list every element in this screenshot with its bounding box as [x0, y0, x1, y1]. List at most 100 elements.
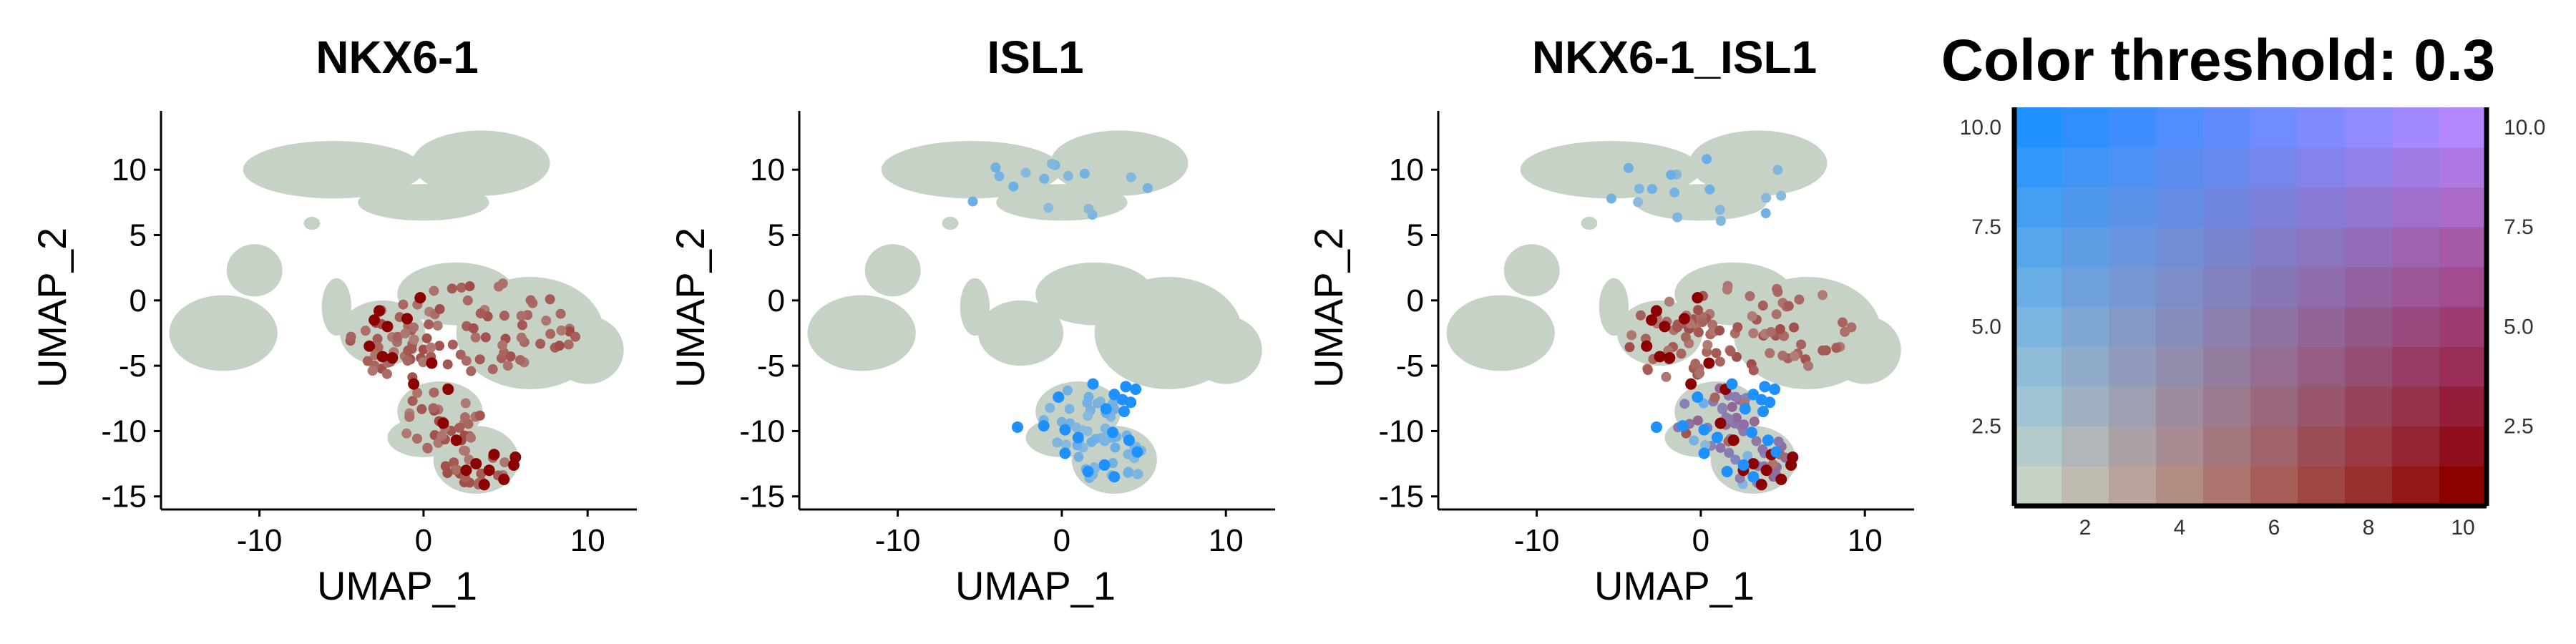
legend-y-tick-label-right: 10.0 [2504, 116, 2545, 140]
legend-cell [2250, 187, 2298, 228]
cell-point [990, 162, 1001, 173]
cell-point [563, 339, 574, 350]
cell-point [1694, 368, 1704, 379]
high-expression-point [1664, 352, 1676, 364]
cell-point [1747, 311, 1757, 321]
legend-y-tick-label-right: 5.0 [2504, 315, 2534, 338]
cell-point [401, 428, 412, 439]
legend-cell [2203, 346, 2251, 387]
cell-point [1079, 168, 1090, 179]
legend-cell [2439, 466, 2487, 507]
high-expression-point [386, 352, 399, 364]
high-expression-point [1678, 313, 1690, 325]
legend-cell [2203, 187, 2251, 228]
high-expression-point [1727, 434, 1740, 447]
y-tick-label: -10 [1378, 414, 1424, 449]
cell-point [1803, 361, 1814, 371]
legend-cell [2392, 227, 2440, 268]
high-expression-point [1072, 431, 1084, 444]
cell-point [1635, 310, 1646, 321]
legend-x-tick-label: 6 [2268, 516, 2280, 540]
cell-cluster [358, 184, 489, 221]
legend-y-tick-label-right: 2.5 [2504, 415, 2534, 439]
cell-point [432, 321, 443, 331]
high-expression-point [1098, 459, 1111, 471]
high-expression-point [1759, 381, 1771, 393]
cell-point [1672, 322, 1683, 333]
panel-title: ISL1 [987, 31, 1083, 83]
cell-point [497, 340, 508, 351]
cell-point [429, 387, 439, 398]
cell-point [1624, 342, 1635, 353]
cell-point [1060, 439, 1071, 450]
high-expression-point [1082, 466, 1094, 478]
cell-cluster [303, 216, 321, 230]
legend-cell [2156, 187, 2204, 228]
cell-point [1108, 458, 1118, 469]
x-axis-label: UMAP_1 [955, 563, 1116, 608]
high-expression-point [1760, 464, 1772, 477]
cell-point [407, 396, 418, 406]
legend-cell [2156, 306, 2204, 347]
legend-cell [2439, 266, 2487, 308]
x-tick-label: 10 [1848, 523, 1883, 558]
cell-point [1073, 452, 1084, 462]
high-expression-point [414, 292, 426, 304]
cell-point [545, 328, 556, 339]
cell-point [1715, 215, 1726, 226]
cell-point [1723, 414, 1734, 424]
legend-cell [2062, 386, 2109, 427]
legend-cell [2250, 386, 2298, 427]
y-tick-label: -15 [1378, 479, 1424, 514]
legend-cell [2298, 147, 2346, 187]
legend-cell [2345, 386, 2393, 427]
high-expression-point [1087, 378, 1099, 390]
legend-cell [2392, 147, 2440, 187]
cell-point [1761, 192, 1772, 203]
high-expression-point [1059, 424, 1071, 436]
legend-cell [2062, 426, 2109, 467]
cell-point [381, 369, 392, 379]
y-tick-label: -10 [739, 414, 785, 449]
cell-point [421, 333, 432, 343]
high-expression-point [426, 357, 438, 369]
cell-point [1757, 444, 1768, 454]
high-expression-point [1659, 321, 1671, 333]
high-expression-point [1123, 434, 1135, 447]
legend-cell [2062, 227, 2109, 268]
legend-cell [2250, 227, 2298, 268]
y-tick-label: 5 [130, 218, 147, 253]
high-expression-point [1764, 396, 1776, 409]
legend-cell [2345, 227, 2393, 268]
cell-point [1086, 436, 1097, 447]
cell-cluster [864, 244, 921, 297]
cell-point [505, 351, 516, 362]
legend-y-tick-label-right: 7.5 [2504, 215, 2534, 239]
y-tick-label: 0 [768, 283, 785, 318]
y-tick-label: 5 [1407, 218, 1424, 253]
legend-cell [2014, 386, 2062, 427]
high-expression-point [1038, 420, 1050, 432]
cell-point [1045, 403, 1055, 414]
cell-point [1751, 436, 1762, 447]
cell-point [470, 332, 481, 343]
cell-point [418, 344, 429, 355]
panel-isl1: ISL1 -15 -10 -5 0 5 10 -10 0 10 UMAP_1 UMAP_2 [668, 31, 1275, 608]
cell-point [406, 343, 417, 354]
cell-point [1732, 322, 1743, 333]
legend-cell [2109, 346, 2157, 387]
cell-point [1773, 436, 1784, 447]
legend-cell [2439, 386, 2487, 427]
legend-cell [2250, 466, 2298, 507]
legend-cell [2392, 426, 2440, 467]
cell-point [1730, 391, 1741, 402]
y-axis-label: UMAP_2 [29, 228, 74, 388]
legend-y-tick-label-left: 7.5 [1971, 215, 2001, 239]
y-tick-label: 5 [768, 218, 785, 253]
legend-cell [2203, 466, 2251, 507]
legend-cell [2298, 386, 2346, 427]
cell-point [1796, 339, 1807, 350]
high-expression-point [1747, 458, 1760, 470]
cell-point [1110, 442, 1121, 453]
legend-y-tick-label-left: 10.0 [1960, 116, 2001, 140]
